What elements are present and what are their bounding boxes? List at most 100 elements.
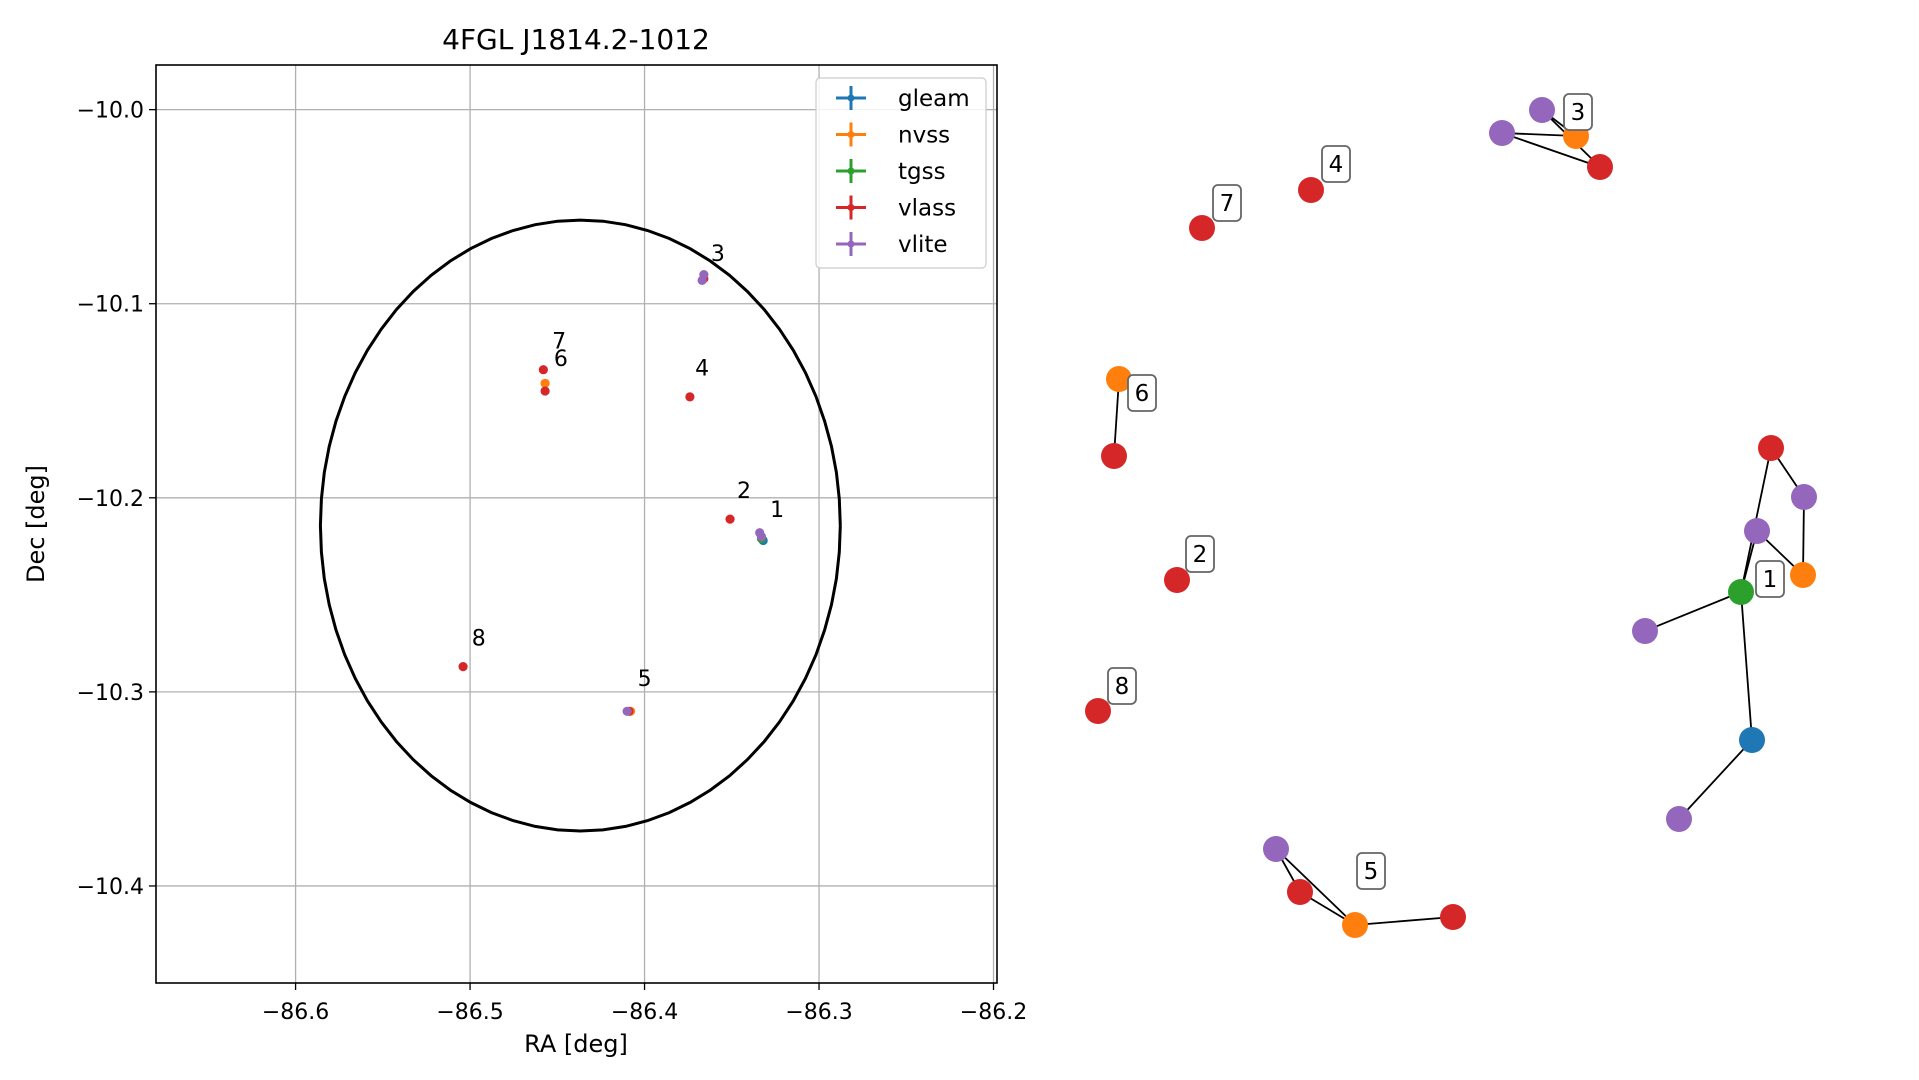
graph-label-text: 2 (1193, 542, 1208, 568)
graph-edge (1678, 739, 1753, 820)
graph-label-text: 1 (1763, 567, 1778, 593)
legend-label: nvss (898, 123, 950, 149)
vlass-node (1287, 879, 1313, 905)
x-tick-label: −86.4 (611, 1000, 678, 1025)
y-tick-label: −10.1 (77, 293, 144, 318)
cluster-label: 1 (770, 498, 784, 523)
legend-label: tgss (898, 159, 946, 185)
x-tick-label: −86.6 (262, 1000, 329, 1025)
vlite-node (1529, 97, 1555, 123)
vlass-node (1758, 435, 1784, 461)
y-tick-label: −10.4 (77, 875, 144, 900)
legend: gleam nvss tgss vlass vlite (815, 77, 987, 269)
cluster-label: 7 (552, 329, 566, 354)
x-tick-label: −86.2 (960, 1000, 1027, 1025)
legend-marker-dot (847, 131, 855, 138)
cluster-label: 8 (472, 626, 486, 651)
graph-nodes (1085, 97, 1817, 938)
cluster-label: 3 (711, 242, 725, 267)
vlass-node (1587, 154, 1613, 180)
graph-label-text: 5 (1364, 859, 1379, 885)
legend-entries: gleam nvss tgss vlass vlite (836, 86, 970, 258)
nvss-node (1790, 562, 1816, 588)
vlass-point (685, 392, 695, 402)
graph-label-text: 3 (1571, 100, 1586, 126)
vlite-node (1489, 120, 1515, 146)
y-tick-label: −10.2 (77, 487, 144, 512)
graph-label-box (1107, 667, 1137, 705)
vlite-node (1791, 484, 1817, 510)
legend-label: gleam (898, 86, 970, 112)
y-axis-label: Dec [deg] (22, 465, 50, 583)
vlass-node (1189, 215, 1215, 241)
graph-label-box (1755, 560, 1785, 598)
legend-marker-dot (847, 167, 855, 175)
vlass-node (1085, 698, 1111, 724)
error-ellipse-curve (318, 218, 842, 833)
graph-label-text: 6 (1135, 381, 1150, 407)
legend-marker-dot (847, 204, 855, 211)
cluster-label: 4 (695, 357, 709, 382)
x-tick-label: −86.3 (785, 1000, 852, 1025)
tgss-node (1728, 579, 1754, 605)
cluster-labels: 12 3 4 5 67 8 (472, 242, 784, 692)
vlass-node (1440, 904, 1466, 930)
graph-edge (1275, 848, 1356, 926)
legend-marker-dot (847, 94, 855, 102)
cluster-label: 2 (737, 479, 751, 504)
vlite-point (622, 706, 632, 716)
graph-edge (1644, 591, 1742, 632)
vlass-node (1164, 567, 1190, 593)
graph-label-box (1127, 374, 1157, 412)
graph-labels: 1 2 3 4 5 6 7 8 (1107, 93, 1785, 890)
gleam-node (1739, 727, 1765, 753)
graph-edge (1740, 591, 1753, 741)
graph-edge (1802, 496, 1805, 576)
vlite-point (697, 275, 707, 286)
graph-edge (1501, 132, 1601, 168)
legend-label: vlite (898, 232, 948, 258)
cluster-label: 5 (638, 667, 652, 692)
chart-title: 4FGL J1814.2-1012 (442, 23, 710, 56)
graph-label-box (1185, 535, 1215, 573)
graph-label-box (1356, 852, 1386, 890)
vlite-node (1666, 806, 1692, 832)
nvss-node (1342, 912, 1368, 938)
vlite-point (756, 532, 767, 542)
y-axis-ticks: −10.0 −10.1 −10.2 −10.3 −10.4 (77, 99, 156, 900)
x-tick-label: −86.5 (436, 1000, 503, 1025)
graph-label-box (1563, 93, 1593, 131)
vlass-point (725, 514, 735, 524)
x-axis-ticks: −86.6 −86.5 −86.4 −86.3 −86.2 (262, 983, 1027, 1025)
graph-label-text: 8 (1115, 674, 1130, 700)
vlite-node (1632, 618, 1658, 644)
legend-marker-dot (847, 240, 855, 248)
vlass-point (540, 386, 550, 396)
grid-lines (156, 65, 997, 983)
legend-label: vlass (898, 196, 956, 222)
vlass-node (1101, 443, 1127, 469)
data-points (458, 270, 768, 716)
graph-label-box (1212, 184, 1242, 222)
axes-frame (155, 64, 998, 984)
nvss-point (540, 378, 550, 388)
y-tick-label: −10.0 (77, 99, 144, 124)
graph-label-box (1321, 145, 1351, 183)
x-axis-label: RA [deg] (524, 1030, 628, 1058)
graph-edge (1354, 916, 1454, 926)
vlass-point (458, 662, 468, 672)
graph-label-text: 7 (1220, 191, 1235, 217)
legend-box (815, 77, 987, 269)
vlass-node (1298, 177, 1324, 203)
vlite-node (1263, 836, 1289, 862)
association-graph-panel: 1 2 3 4 5 6 7 8 (1085, 93, 1817, 938)
vlite-node (1744, 518, 1770, 544)
nvss-node (1106, 366, 1132, 392)
y-tick-label: −10.3 (77, 681, 144, 706)
error-ellipse (318, 218, 842, 833)
graph-label-text: 4 (1329, 152, 1344, 178)
scatter-plot-panel: 12 3 4 5 67 8 −86.6 −86.5 −86.4 −86.3 −86.2 −10.0… (22, 23, 1027, 1058)
vlass-point (538, 365, 548, 375)
cluster-label: 6 (554, 347, 568, 372)
